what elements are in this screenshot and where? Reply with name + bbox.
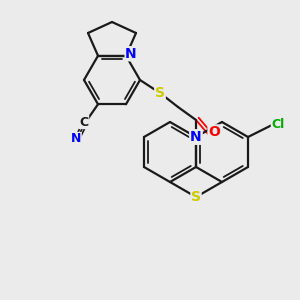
Text: S: S xyxy=(155,86,165,100)
Text: S: S xyxy=(155,86,165,100)
Text: N: N xyxy=(190,130,202,144)
Text: C: C xyxy=(80,116,88,128)
Text: Cl: Cl xyxy=(272,118,285,131)
Text: O: O xyxy=(208,125,220,139)
Text: N: N xyxy=(71,133,81,146)
Text: S: S xyxy=(191,190,201,204)
Text: N: N xyxy=(190,130,202,144)
Text: N: N xyxy=(125,47,137,61)
Text: N: N xyxy=(190,130,202,144)
